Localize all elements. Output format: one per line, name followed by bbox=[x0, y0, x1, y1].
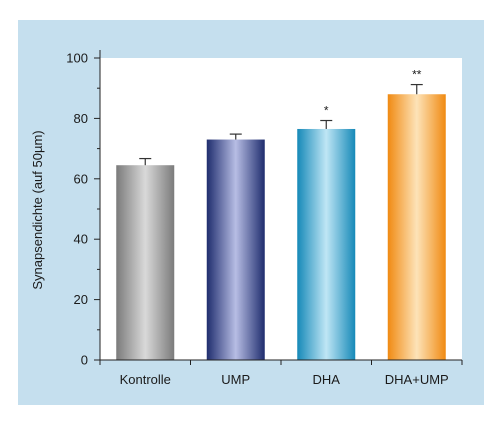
y-tick-label-20: 20 bbox=[74, 292, 88, 307]
bars-layer: *** bbox=[116, 68, 446, 361]
x-tick-label-1: UMP bbox=[221, 372, 250, 387]
y-tick-label-60: 60 bbox=[74, 171, 88, 186]
bar-kontrolle bbox=[116, 165, 175, 360]
significance-marker-3: ** bbox=[412, 68, 422, 82]
x-tick-label-3: DHA+UMP bbox=[385, 372, 449, 387]
x-tick-label-0: Kontrolle bbox=[120, 372, 171, 387]
bar-ump bbox=[206, 139, 265, 360]
bar-dha-ump bbox=[387, 94, 446, 361]
y-tick-label-0: 0 bbox=[81, 353, 88, 368]
y-tick-label-40: 40 bbox=[74, 232, 88, 247]
axes-layer: Kontrolle UMP DHA DHA+UMP 0 20 40 60 80 100 bbox=[66, 50, 463, 387]
y-tick-label-100: 100 bbox=[66, 51, 88, 66]
bar-dha bbox=[297, 128, 356, 360]
y-axis-label: Synapsendichte (auf 50µm) bbox=[30, 130, 45, 289]
significance-marker-2: * bbox=[324, 104, 329, 118]
x-tick-label-2: DHA bbox=[313, 372, 341, 387]
y-tick-label-80: 80 bbox=[74, 111, 88, 126]
